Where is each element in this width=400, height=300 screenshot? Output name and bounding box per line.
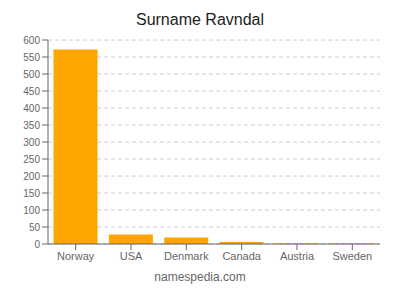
svg-text:Norway: Norway [57,250,95,262]
svg-text:450: 450 [23,86,40,97]
svg-text:0: 0 [34,239,40,250]
svg-text:Austria: Austria [280,250,315,262]
svg-text:400: 400 [23,103,40,114]
svg-text:150: 150 [23,188,40,199]
html-text:Surname Ravndal: Surname Ravndal [136,11,264,28]
svg-text:100: 100 [23,205,40,216]
svg-text:550: 550 [23,52,40,63]
html-text:namespedia.com: namespedia.com [154,270,246,284]
svg-text:600: 600 [23,35,40,46]
svg-text:500: 500 [23,69,40,80]
svg-text:50: 50 [29,222,41,233]
svg-text:350: 350 [23,120,40,131]
svg-text:300: 300 [23,137,40,148]
svg-text:Denmark: Denmark [164,250,209,262]
svg-text:Sweden: Sweden [332,250,372,262]
svg-text:USA: USA [120,250,143,262]
svg-text:Canada: Canada [222,250,261,262]
svg-text:250: 250 [23,154,40,165]
svg-text:200: 200 [23,171,40,182]
